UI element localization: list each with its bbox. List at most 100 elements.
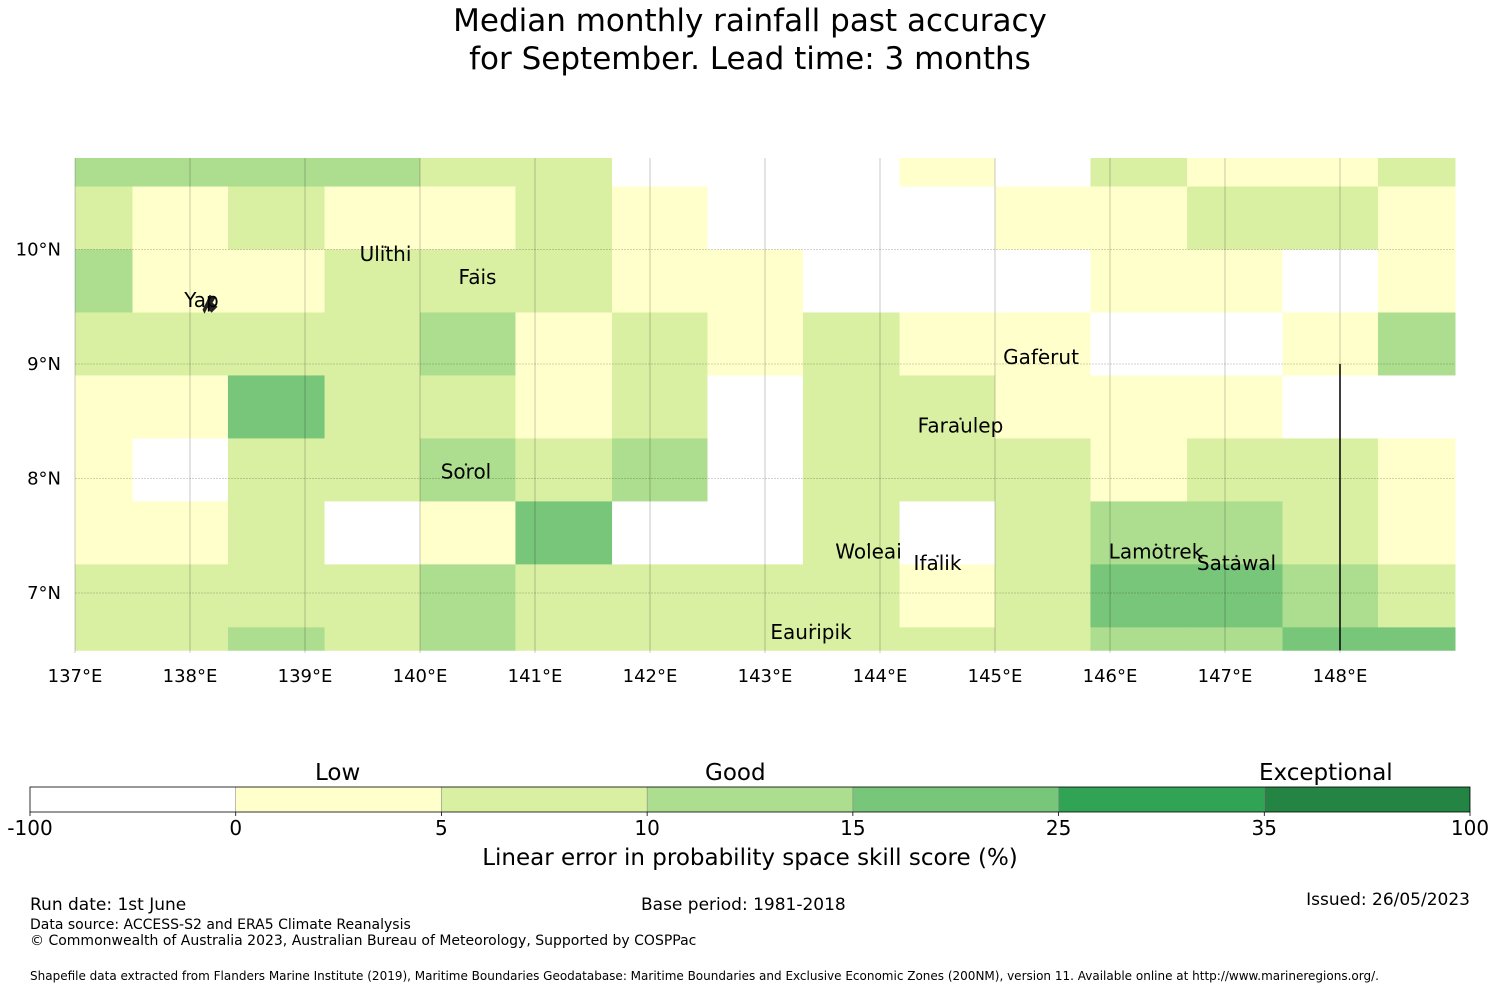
grid-cell [515,249,613,313]
grid-cell [1377,438,1456,502]
grid-cell [1187,312,1283,376]
grid-cell [899,501,996,565]
grid-cell [995,186,1091,250]
grid-cell [1377,158,1456,188]
lon-tick-label: 140°E [393,666,448,687]
place-label: Sorol [441,460,492,484]
island-marker [476,268,479,272]
grid-cell [802,249,901,313]
colorbar-tick-label: 100 [1451,816,1489,840]
grid-cell [1187,249,1283,313]
grid-cell [612,438,708,502]
grid-cell [132,375,229,439]
grid-cell [420,564,516,628]
colorbar-tick-label: 5 [435,816,448,840]
grid-cell [899,627,996,651]
island-marker [1235,554,1238,558]
grid-cell [1090,158,1188,188]
lon-tick-label: 139°E [278,666,333,687]
grid-cell [1282,438,1379,502]
grid-cell [324,186,421,250]
grid-cell [227,249,326,313]
grid-cell [802,312,901,376]
lon-tick-label: 142°E [623,666,678,687]
lon-tick-label: 138°E [163,666,218,687]
colorbar-category-low: Low [315,760,361,786]
grid-cell [995,312,1091,376]
colorbar-tick-label: 15 [840,816,865,840]
yap-island-shape [202,294,218,314]
grid-cell [1282,564,1379,628]
lon-tick-label: 145°E [968,666,1023,687]
skill-grid [75,158,1456,651]
grid-cell [995,158,1091,188]
grid-cell [324,501,421,565]
grid-cell [75,249,133,313]
colorbar-segment [1058,787,1265,812]
grid-cell [420,627,516,651]
grid-cell [132,158,229,188]
lon-tick-label: 144°E [853,666,908,687]
colorbar-segment [30,787,236,812]
grid-cell [132,564,229,628]
place-label: Lamotrek [1109,540,1204,564]
grid-cell [899,249,996,313]
grid-cell [707,375,804,439]
colorbar-tick-label: 10 [634,816,659,840]
lat-tick-label: 7°N [27,583,61,604]
grid-cell [1090,438,1188,502]
grid-cell [227,564,326,628]
grid-cell [1282,375,1379,439]
grid-cell [1282,501,1379,565]
grid-cell [515,375,613,439]
grid-cell [1282,158,1379,188]
lat-tick-label: 10°N [16,240,61,261]
lat-tick-label: 9°N [27,354,61,375]
grid-cell [707,186,804,250]
grid-cell [612,375,708,439]
base-period: Base period: 1981-2018 [641,895,846,915]
grid-cell [995,375,1091,439]
grid-cell [1187,186,1283,250]
place-label: Fais [459,265,497,289]
grid-cell [1377,375,1456,439]
grid-cell [515,158,613,188]
place-label: Faraulep [918,414,1004,438]
grid-cell [802,375,901,439]
grid-cell [227,186,326,250]
grid-cell [612,249,708,313]
map-title-line2: for September. Lead time: 3 months [469,41,1031,77]
island-marker [1154,543,1158,546]
grid-cell [75,438,133,502]
grid-cell [75,375,133,439]
lon-tick-label: 148°E [1313,666,1368,687]
grid-cell [707,564,804,628]
grid-cell [1187,158,1283,188]
grid-cell [75,312,133,376]
grid-cell [75,186,133,250]
map-title-line1: Median monthly rainfall past accuracy [453,3,1047,39]
grid-cell [420,438,516,502]
grid-cell [420,501,516,565]
shapefile-credit: Shapefile data extracted from Flanders M… [30,969,1379,983]
place-label: Satawal [1197,551,1276,575]
grid-cell [227,375,326,439]
colorbar-segment [1264,787,1470,812]
grid-cell [1377,564,1456,628]
grid-cell [995,501,1091,565]
grid-cell [707,438,804,502]
grid-cell [515,627,613,651]
grid-cell [802,627,901,651]
grid-cell [802,438,901,502]
grid-cell [1090,312,1188,376]
grid-cell [420,312,516,376]
colorbar-frame [29,786,1471,813]
place-label: Ulithi [360,242,412,266]
island-marker [867,543,870,546]
island-marker [936,554,939,558]
place-label: Gaferut [1003,345,1079,369]
grid-cell [899,438,996,502]
grid-cell [995,249,1091,313]
colorbar: -100 0 5 10 15 25 35 100 [7,786,1489,840]
grid-cell [324,249,421,313]
